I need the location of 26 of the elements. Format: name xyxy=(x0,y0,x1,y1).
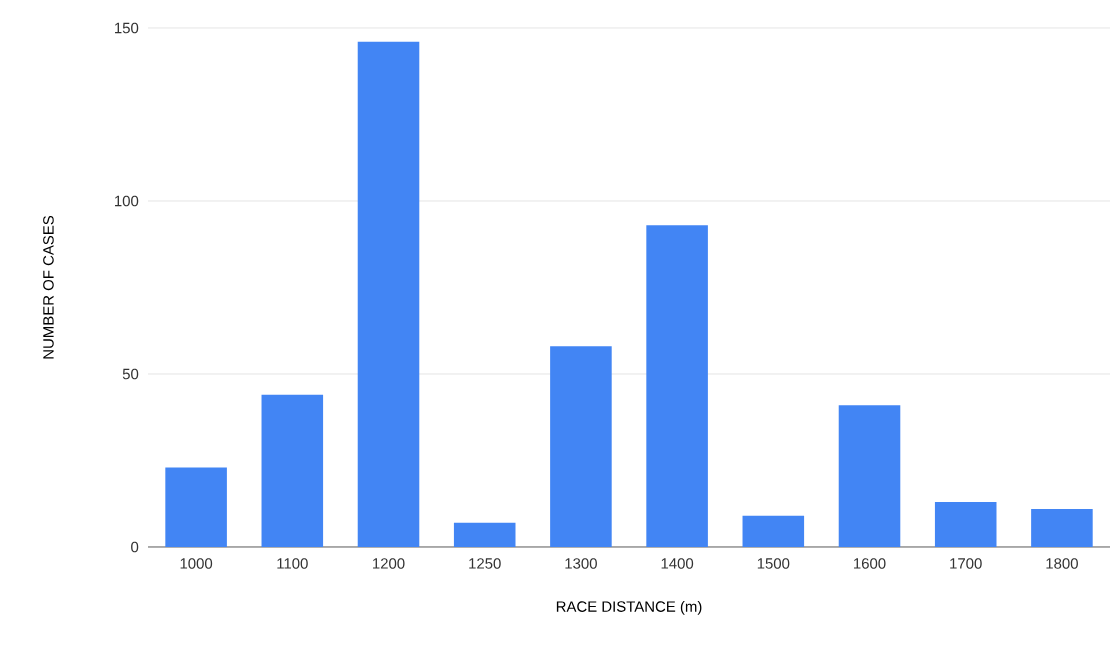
x-tick-label: 1700 xyxy=(950,558,982,569)
bar xyxy=(838,405,901,547)
bar xyxy=(1031,508,1093,547)
x-tick-label: 1300 xyxy=(565,558,597,569)
bar xyxy=(261,394,324,547)
x-tick-label: 1400 xyxy=(661,558,694,569)
bar xyxy=(742,515,805,547)
bar xyxy=(165,467,227,547)
y-tick-label: 150 xyxy=(115,22,139,34)
bar xyxy=(934,502,997,547)
bar xyxy=(550,346,612,547)
x-tick-label: 1600 xyxy=(854,558,886,569)
x-tick-label: 1500 xyxy=(757,558,790,569)
bar xyxy=(646,225,708,547)
x-tick-label: 1100 xyxy=(277,558,308,569)
x-axis-title: RACE DISTANCE (m) xyxy=(556,600,702,615)
y-tick-label: 0 xyxy=(131,541,139,553)
x-tick-label: 1000 xyxy=(180,558,213,569)
x-tick-label: 1250 xyxy=(469,558,501,569)
y-tick-label: 50 xyxy=(122,368,139,380)
bar xyxy=(453,522,516,547)
bar xyxy=(357,41,420,547)
x-tick-label: 1800 xyxy=(1046,558,1078,569)
y-axis-title: NUMBER OF CASES xyxy=(43,215,54,359)
x-tick-label: 1200 xyxy=(373,558,405,569)
y-tick-label: 100 xyxy=(115,195,139,207)
